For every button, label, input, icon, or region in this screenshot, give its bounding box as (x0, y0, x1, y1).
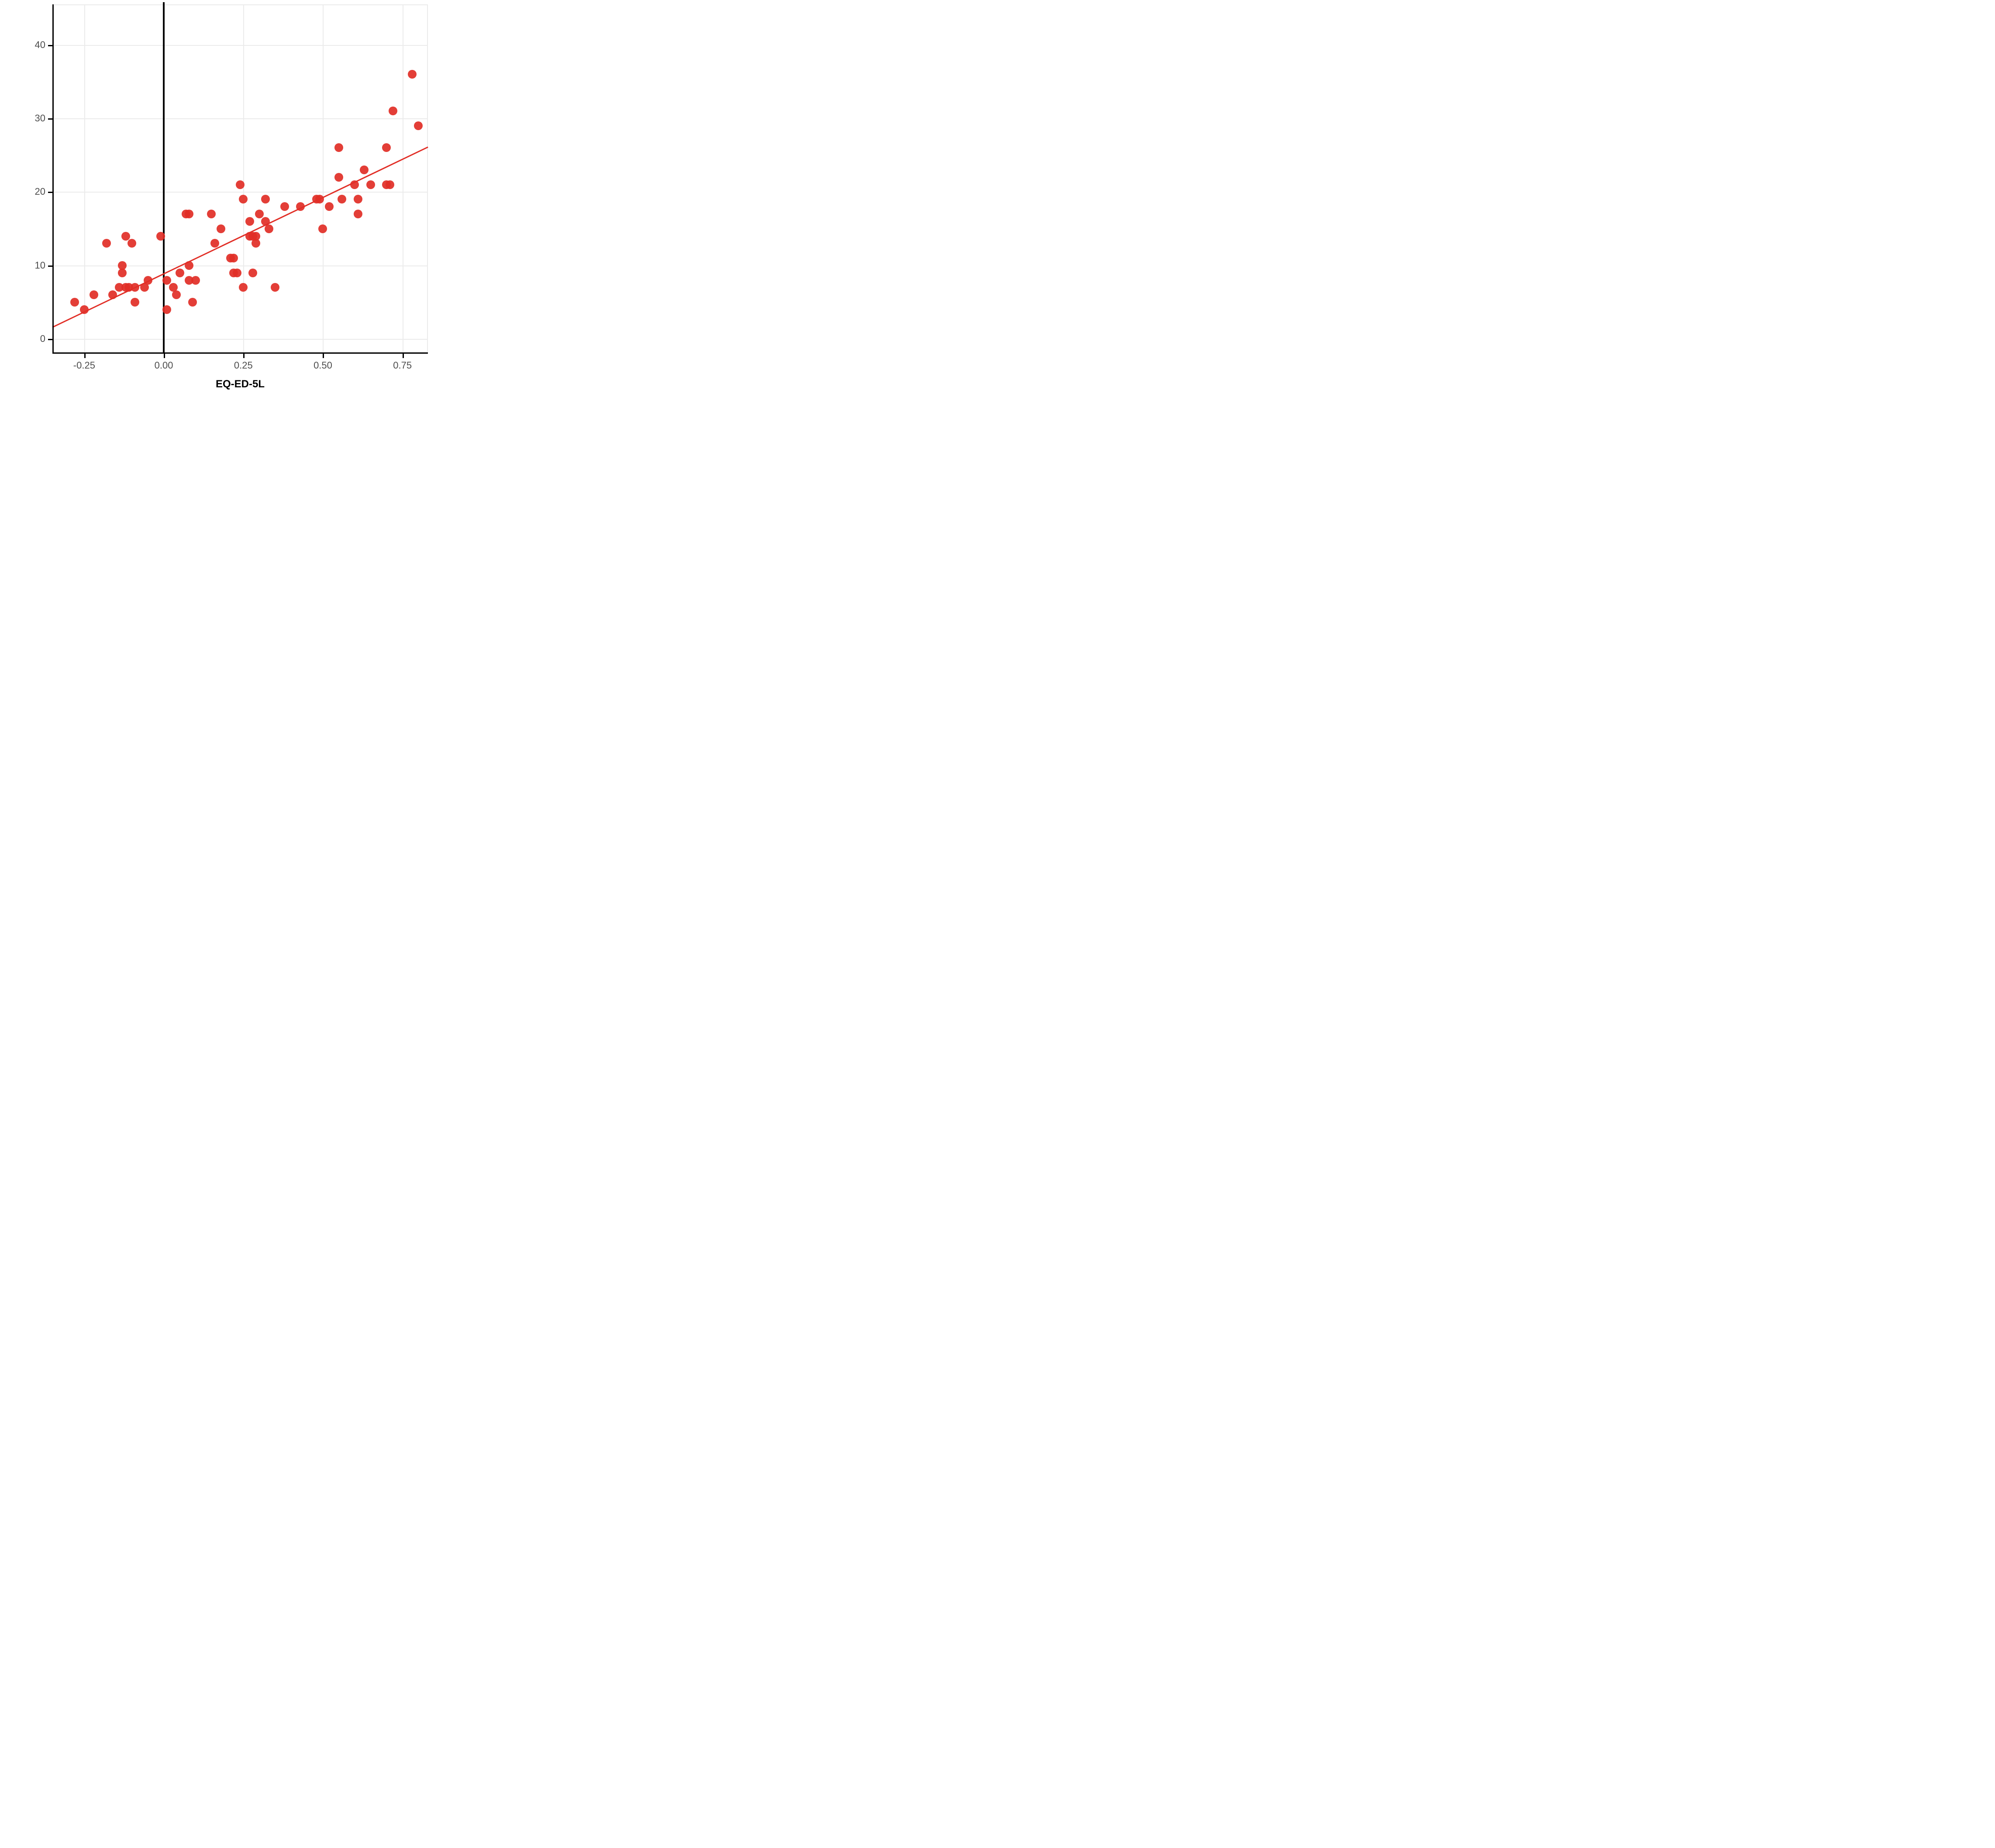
data-point (334, 143, 343, 152)
data-point (408, 70, 417, 79)
gridline-v (243, 4, 244, 354)
data-point (131, 298, 139, 307)
plot-area: Oxford knee score EQ-ED-5L -0.250.000.25… (52, 4, 428, 354)
x-tick (84, 354, 86, 358)
data-point (118, 261, 127, 270)
y-tick (48, 339, 52, 340)
data-point (239, 195, 248, 203)
gridline-h (52, 265, 428, 266)
data-point (382, 143, 391, 152)
data-point (121, 232, 130, 241)
data-point (296, 202, 305, 211)
x-tick (323, 354, 324, 358)
data-point (350, 180, 359, 189)
y-tick-label: 30 (35, 113, 45, 124)
data-point (414, 121, 423, 130)
data-point (233, 269, 241, 277)
data-point (162, 276, 171, 285)
data-point (252, 232, 260, 241)
data-point (261, 195, 270, 203)
y-tick-label: 20 (35, 186, 45, 197)
data-point (271, 283, 279, 292)
data-point (207, 210, 216, 218)
x-tick-label: -0.25 (73, 360, 95, 371)
regression-line (52, 146, 428, 328)
data-point (325, 202, 334, 211)
x-tick (164, 354, 165, 358)
data-point (210, 239, 219, 248)
panel-border-top (52, 4, 428, 5)
x-tick (243, 354, 245, 358)
data-point (172, 290, 181, 299)
data-point (354, 210, 362, 218)
x-tick-label: 0.25 (234, 360, 253, 371)
gridline-h (52, 339, 428, 340)
data-point (360, 165, 369, 174)
data-point (255, 210, 264, 218)
data-point (176, 269, 184, 277)
x-tick-label: 0.00 (155, 360, 173, 371)
x-tick (403, 354, 404, 358)
data-point (334, 173, 343, 182)
y-tick (48, 45, 52, 46)
x-tick-label: 0.75 (393, 360, 412, 371)
data-point (265, 224, 273, 233)
data-point (90, 290, 98, 299)
data-point (245, 217, 254, 226)
data-point (156, 232, 165, 241)
data-point (248, 269, 257, 277)
data-point (389, 107, 397, 115)
data-point (185, 261, 193, 270)
gridline-h (52, 192, 428, 193)
y-tick-label: 10 (35, 260, 45, 271)
data-point (185, 210, 193, 218)
y-tick (48, 118, 52, 120)
data-point (280, 202, 289, 211)
data-point (188, 298, 197, 307)
data-point (102, 239, 111, 248)
data-point (144, 276, 152, 285)
data-point (80, 305, 89, 314)
data-point (191, 276, 200, 285)
data-point (70, 298, 79, 307)
y-tick (48, 192, 52, 193)
y-tick-label: 40 (35, 39, 45, 51)
gridline-v (323, 4, 324, 354)
gridline-h (52, 118, 428, 119)
zero-line (163, 2, 165, 354)
data-point (315, 195, 324, 203)
x-tick-label: 0.50 (314, 360, 332, 371)
data-point (318, 224, 327, 233)
data-point (108, 290, 117, 299)
data-point (386, 180, 394, 189)
data-point (239, 283, 248, 292)
gridline-h (52, 45, 428, 46)
x-axis-title: EQ-ED-5L (216, 378, 265, 390)
data-point (131, 283, 139, 292)
scatter-chart: Oxford knee score EQ-ED-5L -0.250.000.25… (0, 0, 437, 404)
y-axis-line (52, 4, 54, 354)
data-point (354, 195, 362, 203)
y-tick (48, 265, 52, 267)
x-axis-line (52, 352, 428, 354)
data-point (366, 180, 375, 189)
data-point (127, 239, 136, 248)
panel-border-right (427, 4, 428, 354)
gridline-v (84, 4, 85, 354)
y-tick-label: 0 (40, 333, 45, 345)
data-point (162, 305, 171, 314)
data-point (229, 254, 238, 262)
data-point (338, 195, 346, 203)
data-point (217, 224, 225, 233)
data-point (236, 180, 245, 189)
